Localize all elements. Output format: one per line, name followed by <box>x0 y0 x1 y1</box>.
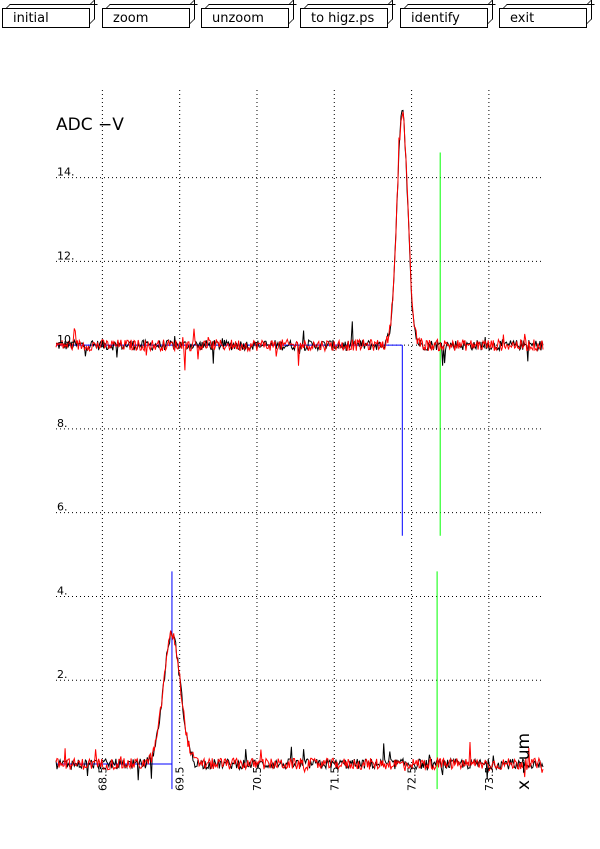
identify-button[interactable]: identify <box>400 8 488 28</box>
trace-fit <box>55 630 544 778</box>
trace-fit <box>55 111 544 371</box>
marker-lines <box>56 152 441 790</box>
y-tick-label: 4. <box>57 584 68 597</box>
x-axis-title: x −um <box>514 733 534 790</box>
x-tick-label: 72.5 <box>406 767 419 792</box>
toolbar: initial zoom unzoom to higz.ps identify … <box>0 0 600 36</box>
y-tick-label: 12. <box>57 249 75 262</box>
y-axis-title: ADC −V <box>56 115 124 135</box>
x-tick-label: 73.5 <box>483 767 496 792</box>
x-tick-label: 71.5 <box>328 767 341 792</box>
x-tick-label: 69.5 <box>174 767 187 792</box>
trace-data <box>55 109 544 366</box>
trace-data <box>55 630 544 781</box>
y-tick-label: 6. <box>57 501 68 514</box>
y-tick-label: 14. <box>57 166 75 179</box>
zoom-button[interactable]: zoom <box>102 8 190 28</box>
grid-lines <box>56 90 543 764</box>
y-tick-label: 8. <box>57 417 68 430</box>
to-higz-ps-button[interactable]: to higz.ps <box>300 8 388 28</box>
initial-button[interactable]: initial <box>2 8 90 28</box>
y-tick-label: 2. <box>57 668 68 681</box>
y-tick-label: 10. <box>57 333 75 346</box>
unzoom-button[interactable]: unzoom <box>201 8 289 28</box>
x-tick-label: 68.5 <box>96 767 109 792</box>
exit-button[interactable]: exit <box>499 8 587 28</box>
x-tick-label: 70.5 <box>251 767 264 792</box>
traces <box>55 109 544 781</box>
tick-labels: 2. 4. 6. 8. 10. 12. 14. 68.5 69.5 70.5 71.5 72.5 73.… <box>57 166 496 791</box>
